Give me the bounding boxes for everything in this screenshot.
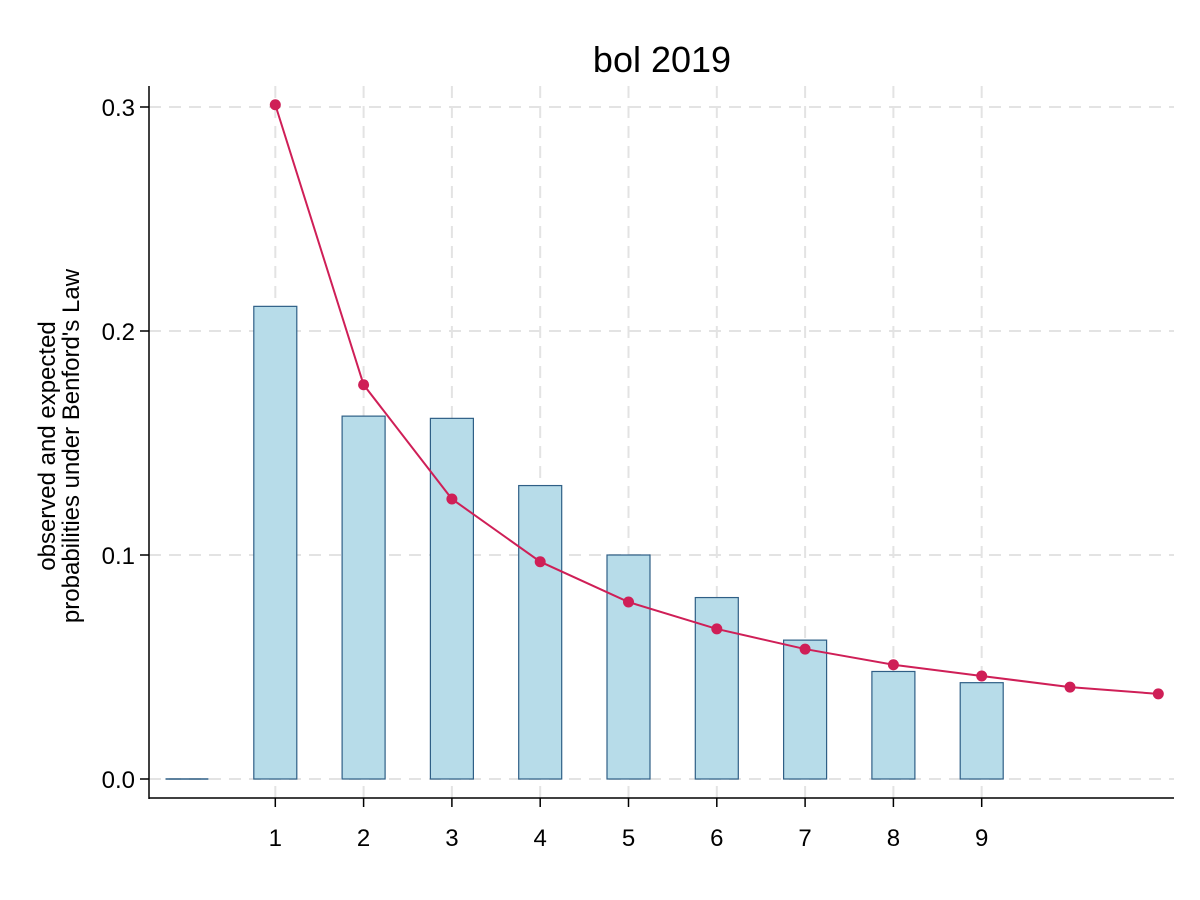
- x-tick-label-6: 7: [798, 825, 811, 852]
- expected-point-8: [887, 659, 899, 671]
- axis-layer: 0.0 0.1 0.2 0.3 1 2 3 4 5 6 7 8 9: [102, 86, 1174, 852]
- bar-2: [341, 415, 386, 780]
- expected-point-9: [976, 670, 988, 682]
- y-tick-label-0: 0.0: [102, 767, 135, 794]
- expected-point-1: [269, 99, 281, 111]
- expected-point-5: [623, 596, 634, 608]
- bar-layer: [165, 305, 1004, 780]
- y-axis-title-line-2: probabilities under Benford's Law: [58, 268, 85, 623]
- x-tick-label-8: 9: [975, 825, 988, 852]
- y-tick-label-2: 0.2: [102, 319, 135, 346]
- x-tick-label-4: 5: [622, 825, 635, 852]
- x-tick-label-3: 4: [534, 825, 547, 852]
- expected-point-11: [1152, 688, 1164, 700]
- bar-4: [518, 484, 563, 780]
- expected-point-4: [534, 556, 546, 568]
- line-layer: [269, 99, 1164, 700]
- x-tick-label-1: 2: [357, 825, 370, 852]
- y-tick-label-3: 0.3: [102, 95, 135, 122]
- bar-7: [782, 639, 828, 780]
- x-tick-label-7: 8: [887, 825, 900, 852]
- y-axis-title-line-1: observed and expected: [34, 321, 61, 571]
- x-tick-label-0: 1: [269, 825, 282, 852]
- bar-8: [871, 670, 916, 780]
- grid-layer: [149, 86, 1174, 798]
- bar-3: [429, 417, 474, 780]
- x-tick-label-5: 6: [710, 825, 723, 852]
- bar-9: [959, 682, 1004, 780]
- expected-point-6: [711, 623, 723, 635]
- chart-title: bol 2019: [593, 39, 731, 80]
- expected-point-3: [446, 493, 458, 505]
- expected-point-10: [1064, 681, 1076, 693]
- x-tick-label-2: 3: [445, 825, 458, 852]
- bar-1: [253, 305, 298, 780]
- y-axis-title: observed and expected probabilities unde…: [34, 268, 85, 623]
- expected-point-2: [358, 379, 370, 391]
- expected-point-7: [799, 643, 811, 655]
- y-tick-label-1: 0.1: [102, 543, 135, 570]
- bar-5: [606, 554, 651, 780]
